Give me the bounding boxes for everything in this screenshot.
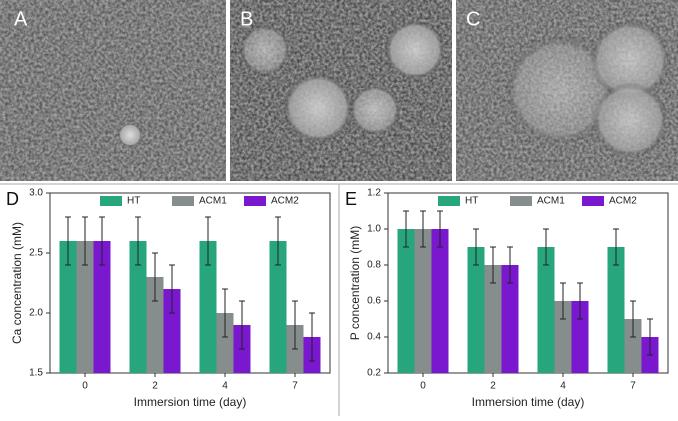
error-bar: [543, 228, 549, 266]
y-tick-label: 3.0: [29, 188, 43, 199]
bar: [414, 229, 432, 373]
y-tick-label: 0.2: [367, 368, 381, 379]
error-bar: [65, 216, 71, 266]
error-bar: [473, 228, 479, 266]
y-tick-label: 2.5: [29, 248, 43, 259]
panel-label: D: [6, 189, 19, 209]
error-bar: [205, 216, 211, 266]
bar: [431, 229, 449, 373]
error-bar: [577, 282, 583, 320]
error-bar: [99, 216, 105, 266]
bar: [397, 229, 415, 373]
error-bar: [292, 300, 298, 350]
y-axis-label: Ca concentration (mM): [10, 222, 24, 344]
x-tick-label: 7: [630, 381, 636, 392]
bar: [484, 265, 502, 373]
legend-swatch: [172, 196, 194, 206]
y-tick-label: 0.4: [367, 332, 381, 343]
plot-frame: [49, 192, 331, 374]
legend-label: HT: [465, 196, 478, 207]
legend-label: ACM1: [199, 196, 227, 207]
x-tick-label: 0: [420, 381, 426, 392]
legend-swatch: [438, 196, 460, 206]
bar: [624, 319, 642, 373]
error-bar: [309, 312, 315, 362]
legend-label: ACM2: [609, 196, 637, 207]
bar: [501, 265, 519, 373]
error-bar: [239, 300, 245, 350]
error-bar: [437, 210, 443, 248]
error-bar: [403, 210, 409, 248]
error-bar: [152, 252, 158, 302]
sem-image-a: [0, 0, 226, 181]
x-tick-label: 2: [152, 381, 158, 392]
bar: [146, 277, 164, 373]
bar: [554, 301, 572, 373]
error-bar: [560, 282, 566, 320]
error-bar: [275, 216, 281, 266]
y-tick-label: 1.2: [367, 188, 381, 199]
bar: [163, 289, 181, 373]
error-bar: [613, 228, 619, 266]
bar: [59, 241, 77, 373]
x-axis-label: Immersion time (day): [472, 395, 585, 409]
bar: [199, 241, 217, 373]
error-bar: [490, 246, 496, 284]
y-tick-label: 0.6: [367, 296, 381, 307]
y-tick-label: 1.0: [367, 224, 381, 235]
error-bar: [169, 264, 175, 314]
x-tick-label: 2: [490, 381, 496, 392]
y-tick-label: 2.0: [29, 308, 43, 319]
x-tick-label: 4: [560, 381, 566, 392]
sem-image-c: [456, 0, 678, 181]
plot-frame: [387, 192, 669, 374]
error-bar: [82, 216, 88, 266]
legend-label: ACM2: [271, 196, 299, 207]
panel-label: E: [345, 189, 357, 209]
y-axis-label: P concentration (mM): [348, 226, 362, 341]
y-tick-label: 1.5: [29, 368, 43, 379]
x-tick-label: 0: [82, 381, 88, 392]
bar: [129, 241, 147, 373]
x-axis-label: Immersion time (day): [134, 395, 247, 409]
bar: [607, 247, 625, 373]
error-bar: [222, 288, 228, 338]
sem-image-b: [230, 0, 452, 181]
panel-label: A: [14, 8, 28, 30]
legend-swatch: [100, 196, 122, 206]
error-bar: [507, 246, 513, 284]
bar: [571, 301, 589, 373]
bar: [269, 241, 287, 373]
error-bar: [630, 300, 636, 338]
x-tick-label: 4: [222, 381, 228, 392]
bar: [76, 241, 94, 373]
bar: [467, 247, 485, 373]
legend-label: HT: [127, 196, 140, 207]
legend-swatch: [244, 196, 266, 206]
error-bar: [135, 216, 141, 266]
panel-label: C: [466, 8, 480, 30]
error-bar: [647, 318, 653, 356]
y-tick-label: 0.8: [367, 260, 381, 271]
legend-swatch: [582, 196, 604, 206]
bar: [216, 313, 234, 373]
panel-label: B: [240, 8, 253, 30]
legend-label: ACM1: [537, 196, 565, 207]
legend-swatch: [510, 196, 532, 206]
error-bar: [420, 210, 426, 248]
x-tick-label: 7: [292, 381, 298, 392]
bar: [93, 241, 111, 373]
bar: [537, 247, 555, 373]
